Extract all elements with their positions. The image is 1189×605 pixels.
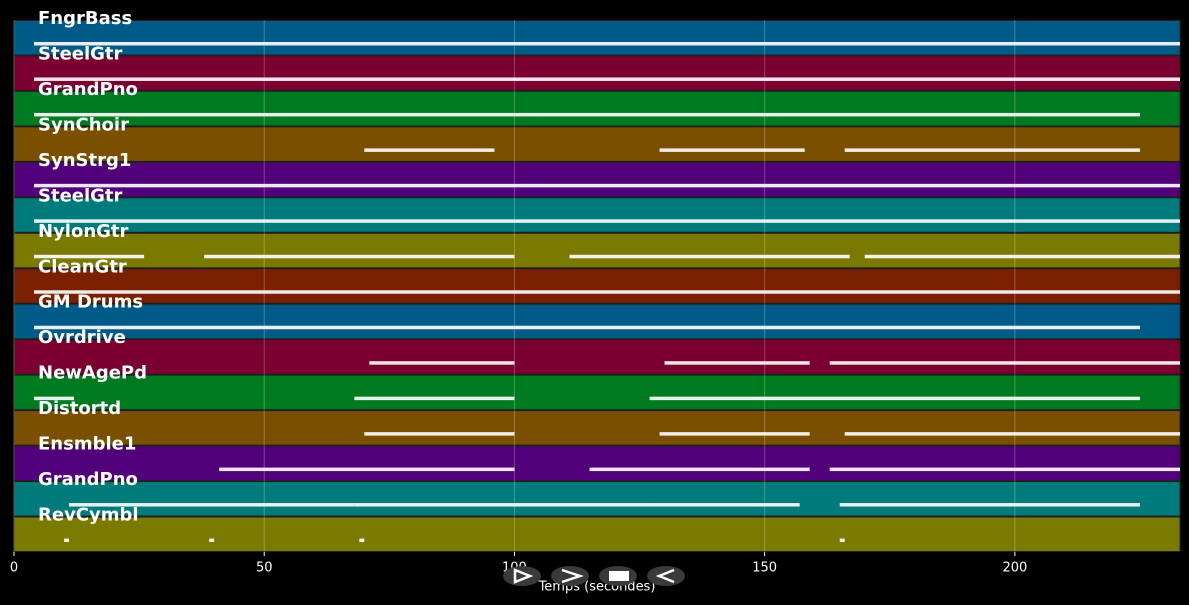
track-lane — [13, 55, 1181, 91]
stop-icon — [609, 571, 629, 581]
track-name: FngrBass — [38, 8, 132, 29]
track-name: GM Drums — [38, 292, 143, 313]
note-span — [209, 538, 215, 543]
note-span — [369, 361, 515, 365]
play-button[interactable] — [503, 566, 541, 586]
track-lane — [13, 481, 1181, 517]
note-span — [364, 148, 495, 152]
track-name: SteelGtr — [38, 43, 123, 64]
track-name: NewAgePd — [38, 363, 147, 384]
track-lane — [13, 20, 1181, 56]
track-lane — [13, 374, 1181, 411]
note-span — [64, 538, 70, 543]
note-span — [34, 112, 1140, 117]
note-span — [359, 538, 365, 543]
track-name: Distortd — [38, 398, 121, 419]
x-tick-label: 150 — [752, 561, 777, 576]
note-span — [34, 219, 1180, 223]
track-lane — [13, 90, 1181, 127]
note-span — [69, 503, 355, 507]
track-lane — [13, 232, 1181, 269]
back-icon — [655, 568, 675, 584]
track-name: SynChoir — [38, 114, 129, 135]
note-span — [34, 325, 1140, 330]
note-span — [34, 77, 1180, 81]
note-span — [864, 254, 1180, 259]
note-span — [364, 432, 515, 436]
track-lane — [13, 268, 1181, 304]
note-span — [514, 503, 655, 507]
track-name: NylonGtr — [38, 221, 129, 242]
note-span — [34, 290, 1180, 294]
note-span — [34, 254, 145, 259]
track-name: GrandPno — [38, 469, 138, 490]
grid — [13, 20, 1016, 552]
x-axis: 050100150200 — [10, 552, 1027, 576]
note-span — [219, 467, 515, 472]
back-button[interactable] — [647, 566, 685, 586]
track-lane — [13, 161, 1181, 198]
note-span — [829, 361, 1180, 365]
play-icon — [513, 568, 534, 584]
note-span — [664, 361, 810, 365]
note-span — [839, 503, 1140, 507]
note-span — [839, 538, 845, 543]
track-name: CleanGtr — [38, 256, 127, 277]
x-tick-label: 0 — [10, 561, 18, 576]
note-span — [844, 148, 1140, 152]
track-name: Ensmble1 — [38, 434, 136, 455]
note-span — [34, 396, 75, 401]
x-tick-label: 50 — [256, 561, 273, 576]
note-span — [659, 432, 810, 436]
note-span — [34, 183, 1180, 188]
note-span — [354, 503, 515, 507]
note-span — [649, 396, 1140, 401]
track-lane — [13, 197, 1181, 233]
forward-icon — [561, 568, 584, 584]
track-lane — [13, 303, 1181, 340]
track-lane — [13, 445, 1181, 482]
track-name: GrandPno — [38, 79, 138, 100]
lanes — [13, 20, 1181, 552]
note-span — [659, 148, 805, 152]
track-name: SynStrg1 — [38, 150, 131, 171]
track-lane — [13, 516, 1181, 552]
note-span — [654, 503, 800, 507]
labels: FngrBass SteelGtr GrandPno SynChoir SynStrg1… — [38, 8, 147, 526]
track-lane — [13, 126, 1181, 162]
track-lane — [13, 410, 1181, 446]
forward-button[interactable] — [551, 566, 589, 586]
note-span — [829, 467, 1180, 472]
note-span — [34, 41, 1180, 46]
track-name: RevCymbl — [38, 505, 139, 526]
track-name: SteelGtr — [38, 185, 123, 206]
track-lane — [13, 339, 1181, 375]
x-tick-label: 200 — [1002, 561, 1027, 576]
note-span — [204, 254, 515, 259]
track-name: Ovrdrive — [38, 327, 126, 348]
note-span — [844, 432, 1180, 436]
notes — [34, 41, 1180, 543]
note-span — [354, 396, 515, 401]
note-span — [569, 254, 850, 259]
note-span — [589, 467, 810, 472]
player-controls — [503, 566, 685, 586]
